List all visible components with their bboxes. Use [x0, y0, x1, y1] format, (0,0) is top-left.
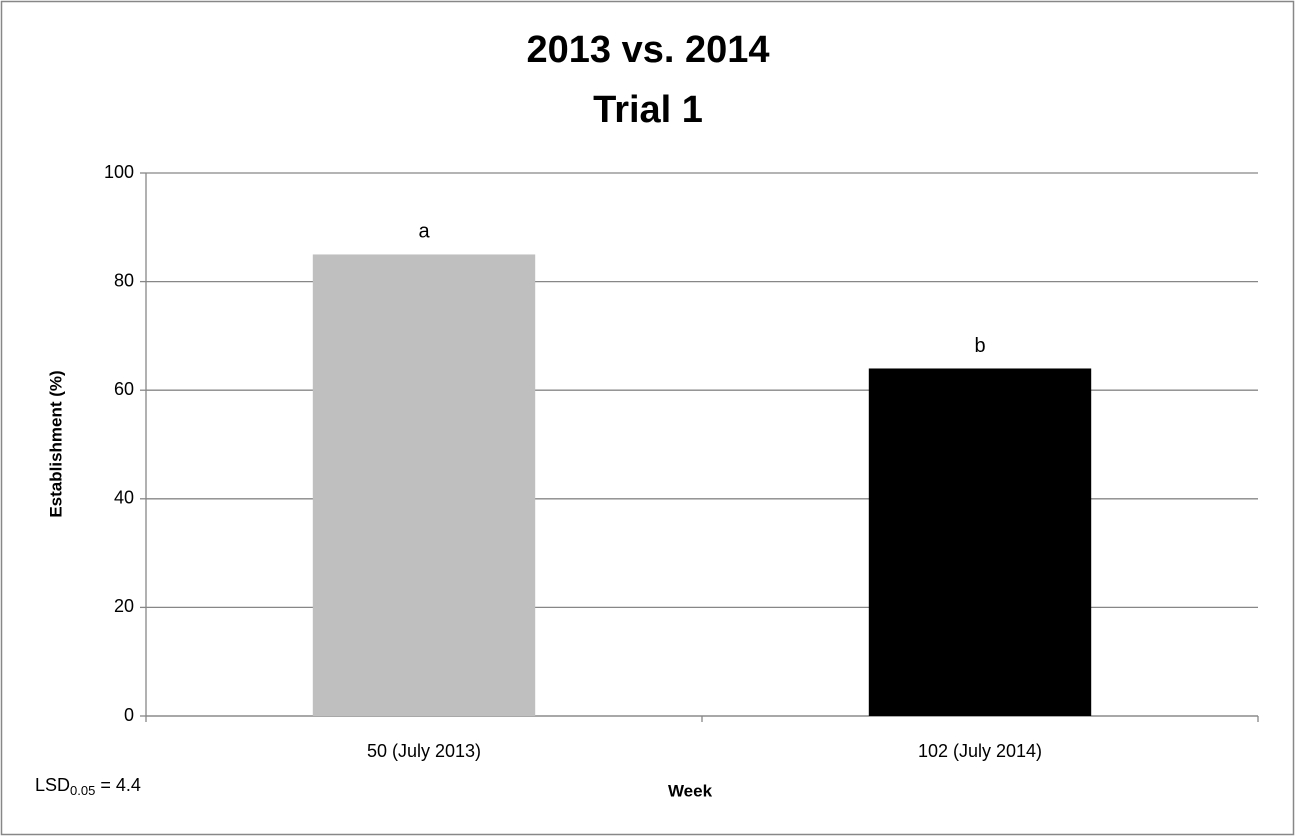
y-tick-label: 20 — [114, 596, 134, 616]
chart-title: 2013 vs. 2014 — [526, 29, 769, 71]
y-tick-label: 80 — [114, 270, 134, 290]
lsd-annotation: LSD0.05 = 4.4 — [35, 775, 141, 799]
lsd-subscript: 0.05 — [70, 783, 95, 798]
significance-letter: a — [418, 221, 430, 243]
chart-subtitle: Trial 1 — [593, 89, 703, 131]
y-axis-label: Establishment (%) — [46, 370, 65, 517]
bar — [312, 254, 536, 716]
y-tick-label: 60 — [114, 379, 134, 399]
x-tick-label: 50 (July 2013) — [367, 741, 481, 761]
bar — [868, 368, 1092, 716]
lsd-prefix: LSD — [35, 775, 70, 795]
y-tick-label: 100 — [104, 162, 134, 182]
significance-letter: b — [974, 335, 985, 357]
x-tick-label: 102 (July 2014) — [918, 741, 1042, 761]
y-tick-label: 0 — [124, 705, 134, 725]
x-axis-label: Week — [668, 781, 713, 800]
y-tick-label: 40 — [114, 488, 134, 508]
lsd-suffix: = 4.4 — [100, 775, 141, 795]
